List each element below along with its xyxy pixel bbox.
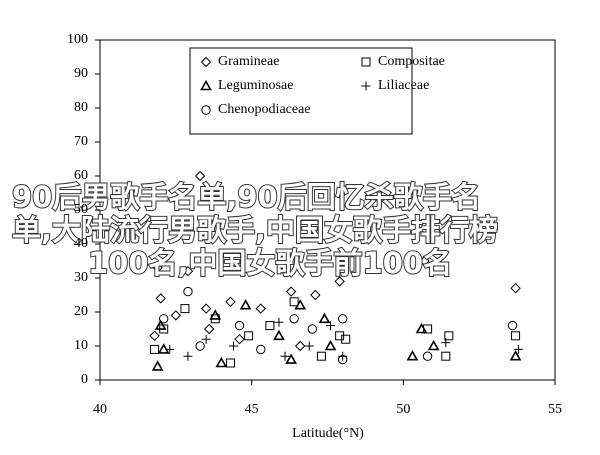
legend-label: Chenopodiaceae	[218, 102, 311, 117]
marker-circle	[183, 286, 193, 297]
marker-square	[444, 331, 454, 341]
marker-plus	[326, 321, 336, 331]
marker-square	[225, 358, 235, 368]
marker-diamond	[510, 282, 521, 294]
marker-square	[335, 331, 345, 341]
marker-diamond	[194, 170, 206, 182]
marker-diamond	[225, 296, 236, 308]
y-tick-label: 90	[74, 66, 88, 81]
marker-diamond	[200, 56, 212, 68]
marker-diamond	[255, 303, 266, 314]
marker-circle	[507, 320, 518, 331]
y-tick-label: 60	[74, 168, 88, 183]
marker-plus	[280, 351, 290, 361]
legend-label: Compositae	[378, 54, 445, 69]
x-tick-label: 55	[548, 402, 562, 417]
marker-diamond	[419, 255, 430, 267]
marker-circle	[195, 341, 205, 351]
marker-square	[341, 334, 351, 344]
marker-square	[244, 331, 254, 341]
x-axis-label: Latitude(°N)	[292, 426, 364, 441]
marker-circle	[422, 351, 433, 361]
marker-plus	[514, 344, 524, 354]
marker-plus	[361, 81, 371, 91]
marker-diamond	[170, 310, 182, 321]
overlay-text: 单,大陆流行男歌手,中国女歌手排行榜	[12, 213, 498, 247]
marker-circle	[201, 105, 211, 115]
y-tick-label: 30	[74, 270, 88, 285]
x-tick-label: 50	[396, 402, 410, 417]
x-tick-label: 40	[93, 402, 107, 417]
legend-box	[189, 47, 413, 135]
x-tick-label: 45	[245, 402, 259, 417]
y-tick-label: 80	[74, 100, 88, 115]
marker-triangle	[285, 353, 297, 364]
marker-plus	[228, 341, 238, 351]
y-tick-label: 0	[81, 372, 88, 387]
marker-plus	[441, 338, 451, 348]
y-tick-label: 70	[74, 134, 88, 149]
marker-diamond	[182, 265, 194, 277]
marker-circle	[159, 314, 169, 324]
marker-triangle	[154, 319, 167, 330]
marker-triangle	[406, 350, 419, 361]
marker-triangle	[324, 339, 337, 351]
marker-triangle	[151, 360, 164, 371]
marker-diamond	[310, 289, 321, 301]
marker-triangle	[509, 350, 522, 361]
marker-diamond	[334, 276, 345, 287]
marker-square	[150, 344, 160, 354]
marker-triangle	[294, 299, 307, 310]
marker-square	[289, 297, 299, 307]
marker-plus	[274, 317, 284, 327]
marker-triangle	[239, 299, 252, 310]
marker-square	[441, 351, 451, 361]
y-tick-label: 100	[67, 32, 88, 47]
marker-diamond	[200, 303, 212, 314]
marker-square	[180, 304, 190, 314]
marker-square	[361, 57, 371, 67]
marker-circle	[307, 324, 318, 334]
marker-diamond	[149, 330, 160, 342]
marker-triangle	[318, 312, 331, 324]
y-tick-label: 50	[74, 202, 88, 217]
marker-circle	[256, 344, 266, 355]
marker-circle	[337, 354, 348, 365]
marker-triangle	[273, 329, 285, 341]
marker-plus	[183, 351, 193, 361]
points	[149, 170, 524, 371]
marker-plus	[201, 334, 211, 344]
y-tick-label: 10	[74, 338, 88, 353]
marker-diamond	[203, 323, 215, 335]
marker-circle	[289, 314, 299, 324]
marker-diamond	[285, 286, 297, 297]
y-tick-label: 20	[74, 304, 88, 319]
marker-diamond	[234, 333, 245, 345]
marker-diamond	[152, 262, 163, 274]
overlay-text: 100名,中国女歌手前100名	[88, 246, 452, 280]
marker-circle	[337, 314, 348, 324]
marker-diamond	[155, 293, 166, 304]
marker-plus	[304, 341, 314, 351]
marker-diamond	[294, 340, 306, 352]
legend-label: Leguminosae	[218, 78, 293, 93]
legend: Gramineae Compositae Leguminosae Liliaceae C…	[189, 47, 445, 135]
overlay: 90后男歌手名单,90后回忆杀歌手名单,大陆流行男歌手,中国女歌手排行榜100名…	[11, 179, 499, 281]
legend-label: Gramineae	[218, 54, 279, 69]
marker-triangle	[215, 356, 228, 368]
marker-triangle	[427, 339, 440, 351]
overlay-text: 90后男歌手名单,90后回忆杀歌手名	[12, 180, 481, 214]
marker-square	[316, 351, 326, 361]
y-tick-label: 40	[74, 236, 88, 251]
marker-triangle	[415, 322, 428, 334]
marker-square	[265, 321, 275, 331]
marker-triangle	[209, 309, 222, 320]
legend-label: Liliaceae	[378, 78, 429, 93]
marker-square	[511, 331, 521, 341]
marker-circle	[234, 320, 245, 331]
marker-plus	[165, 344, 175, 354]
marker-triangle	[200, 79, 212, 91]
